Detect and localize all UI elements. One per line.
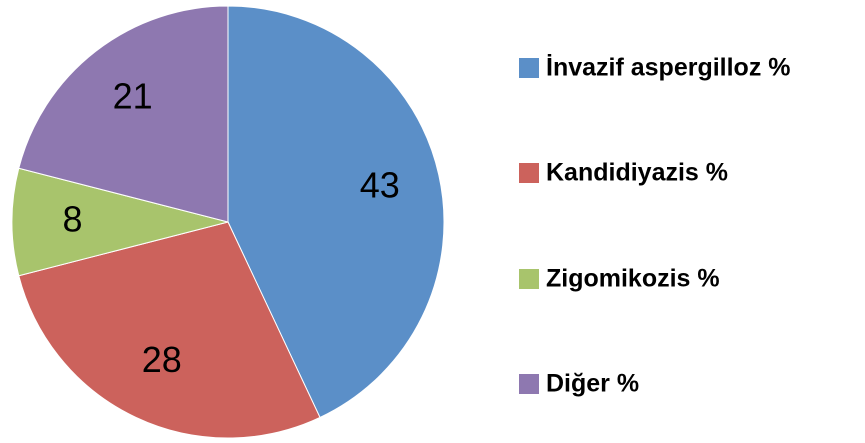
legend-swatch bbox=[519, 163, 539, 183]
data-label: 43 bbox=[360, 165, 400, 206]
pie-slice bbox=[18, 221, 321, 439]
pie-slice bbox=[11, 167, 229, 277]
legend-label: İnvazif aspergilloz % bbox=[546, 54, 791, 82]
legend-label: Zigomikozis % bbox=[546, 265, 720, 293]
legend-label: Diğer % bbox=[546, 370, 639, 398]
legend-swatch bbox=[519, 58, 539, 78]
pie-slice bbox=[227, 5, 445, 419]
legend-swatch bbox=[519, 374, 539, 394]
data-label: 8 bbox=[62, 199, 82, 240]
legend-swatch bbox=[519, 269, 539, 289]
data-label: 28 bbox=[142, 339, 182, 380]
legend-label: Kandidiyazis % bbox=[546, 159, 728, 187]
data-label: 21 bbox=[113, 76, 153, 117]
pie-slice bbox=[18, 5, 229, 223]
